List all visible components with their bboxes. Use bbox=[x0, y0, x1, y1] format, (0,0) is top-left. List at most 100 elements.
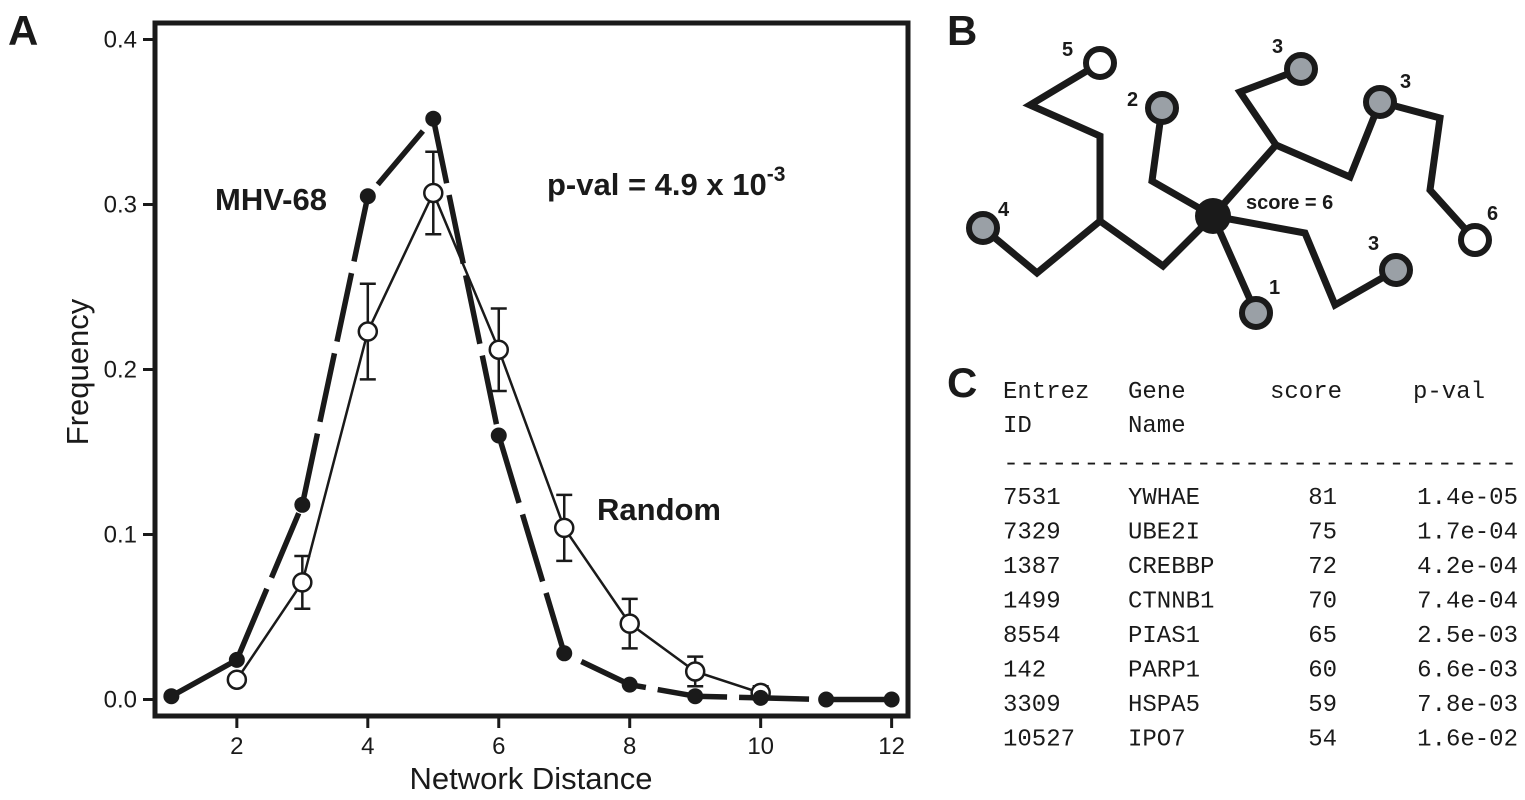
point-mhv68 bbox=[556, 645, 573, 662]
y-tick-label: 0.1 bbox=[104, 522, 137, 549]
node-label: 4 bbox=[998, 199, 1010, 221]
cell-score: 54 bbox=[1308, 727, 1337, 754]
y-axis: 0.0 0.1 0.2 0.3 0.4 bbox=[104, 27, 155, 714]
network-edge bbox=[1022, 59, 1104, 225]
point-mhv68 bbox=[359, 188, 376, 205]
cell-entrez-id: 142 bbox=[1003, 658, 1046, 685]
table-row: 7329 UBE2I 75 1.7e-04 bbox=[1003, 520, 1518, 547]
cell-gene-name: HSPA5 bbox=[1128, 692, 1200, 719]
cell-entrez-id: 1387 bbox=[1003, 554, 1061, 581]
table-header: Entrez Gene score p-val ID Name --------… bbox=[1003, 379, 1517, 478]
x-tick-label: 10 bbox=[747, 733, 774, 760]
cell-gene-name: PARP1 bbox=[1128, 658, 1200, 685]
point-mhv68 bbox=[163, 688, 180, 705]
x-tick-label: 4 bbox=[361, 733, 374, 760]
cell-gene-name: YWHAE bbox=[1128, 485, 1200, 512]
point-random bbox=[488, 339, 510, 360]
series-label-random: Random bbox=[597, 492, 721, 527]
point-random bbox=[226, 669, 248, 690]
network-node bbox=[966, 211, 1000, 245]
point-mhv68 bbox=[294, 496, 311, 513]
p-value-annotation: p-val = 4.9 x 10-3 bbox=[547, 163, 785, 202]
cell-score: 60 bbox=[1308, 658, 1337, 685]
network-edge bbox=[1209, 212, 1400, 311]
x-axis: 2 4 6 8 10 12 bbox=[230, 716, 905, 760]
cell-pval: 7.4e-04 bbox=[1417, 589, 1518, 616]
point-random bbox=[619, 613, 640, 634]
y-tick-label: 0.3 bbox=[104, 192, 137, 219]
cell-gene-name: PIAS1 bbox=[1128, 623, 1200, 650]
header-entrez: Entrez bbox=[1003, 379, 1089, 406]
point-mhv68 bbox=[425, 110, 442, 127]
point-mhv68 bbox=[228, 651, 245, 668]
y-tick-label: 0.0 bbox=[104, 687, 137, 714]
cell-pval: 2.5e-03 bbox=[1417, 623, 1518, 650]
cell-entrez-id: 1499 bbox=[1003, 589, 1061, 616]
frequency-chart: 0.0 0.1 0.2 0.3 0.4 2 4 6 8 10 12 Network Distanc… bbox=[60, 20, 911, 796]
header-id: ID bbox=[1003, 413, 1032, 440]
node-label: 1 bbox=[1269, 277, 1280, 299]
header-pval: p-val bbox=[1413, 379, 1485, 406]
network-node bbox=[1363, 85, 1397, 119]
cell-score: 81 bbox=[1308, 485, 1337, 512]
node-label: 3 bbox=[1400, 71, 1411, 93]
point-mhv68 bbox=[490, 427, 507, 444]
x-axis-title: Network Distance bbox=[410, 761, 653, 796]
cell-score: 75 bbox=[1308, 520, 1337, 547]
node-label: 3 bbox=[1368, 233, 1379, 255]
cell-entrez-id: 7531 bbox=[1003, 485, 1061, 512]
point-random bbox=[553, 517, 575, 539]
node-label: 2 bbox=[1127, 89, 1138, 111]
cell-gene-name: IPO7 bbox=[1128, 727, 1186, 754]
x-tick-label: 6 bbox=[492, 733, 505, 760]
cell-entrez-id: 8554 bbox=[1003, 623, 1061, 650]
cell-pval: 1.6e-02 bbox=[1417, 727, 1518, 754]
panel-letter-c: C bbox=[947, 359, 977, 406]
network-edge bbox=[1209, 65, 1305, 220]
point-random bbox=[684, 661, 706, 682]
point-mhv68 bbox=[752, 689, 769, 706]
y-tick-label: 0.4 bbox=[104, 27, 137, 54]
network-node bbox=[1379, 253, 1413, 287]
plot-frame bbox=[152, 20, 911, 719]
panel-letter-b: B bbox=[947, 7, 977, 54]
node-label: 6 bbox=[1487, 203, 1498, 225]
table-row: 1387 CREBBP 72 4.2e-04 bbox=[1003, 554, 1518, 581]
cell-pval: 4.2e-04 bbox=[1417, 554, 1518, 581]
cell-entrez-id: 3309 bbox=[1003, 692, 1061, 719]
cell-score: 59 bbox=[1308, 692, 1337, 719]
center-node bbox=[1195, 198, 1231, 234]
network-edge bbox=[1272, 97, 1479, 244]
cell-entrez-id: 10527 bbox=[1003, 727, 1075, 754]
cell-score: 72 bbox=[1308, 554, 1337, 581]
y-axis-title: Frequency bbox=[60, 298, 95, 445]
header-name: Name bbox=[1128, 413, 1186, 440]
header-score: score bbox=[1270, 379, 1342, 406]
network-node bbox=[1145, 91, 1179, 125]
table-row: 8554 PIAS1 65 2.5e-03 bbox=[1003, 623, 1518, 650]
x-tick-label: 2 bbox=[230, 733, 243, 760]
point-mhv68 bbox=[687, 688, 704, 705]
panel-letter-a: A bbox=[8, 7, 38, 54]
network-diagram: score = 6 5 2 3 3 4 6 3 1 bbox=[966, 36, 1498, 330]
cell-gene-name: CTNNB1 bbox=[1128, 589, 1214, 616]
point-random bbox=[292, 572, 313, 593]
network-edge bbox=[1148, 104, 1217, 220]
point-random bbox=[423, 182, 444, 204]
table-row: 1499 CTNNB1 70 7.4e-04 bbox=[1003, 589, 1518, 616]
point-mhv68 bbox=[818, 691, 835, 708]
cell-pval: 1.7e-04 bbox=[1417, 520, 1518, 547]
point-mhv68 bbox=[883, 691, 900, 708]
series-label-mhv68: MHV-68 bbox=[215, 182, 327, 217]
table-separator: -------------------------------- bbox=[1003, 451, 1517, 478]
network-node bbox=[1083, 46, 1117, 80]
x-tick-label: 8 bbox=[623, 733, 636, 760]
table-row: 3309 HSPA5 59 7.8e-03 bbox=[1003, 692, 1518, 719]
network-node bbox=[1239, 296, 1273, 330]
gene-table: Entrez Gene score p-val ID Name --------… bbox=[1003, 379, 1518, 754]
table-row: 7531 YWHAE 81 1.4e-05 bbox=[1003, 485, 1518, 512]
cell-gene-name: UBE2I bbox=[1128, 520, 1200, 547]
x-tick-label: 12 bbox=[878, 733, 905, 760]
table-row: 10527 IPO7 54 1.6e-02 bbox=[1003, 727, 1518, 754]
